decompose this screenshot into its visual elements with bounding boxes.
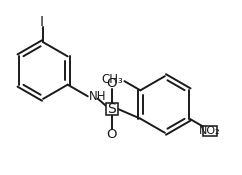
Text: O: O (106, 77, 117, 90)
Bar (106, 103, 118, 115)
Text: NH: NH (89, 90, 107, 103)
Text: CH₃: CH₃ (101, 73, 123, 86)
Text: S: S (107, 102, 116, 116)
Text: O: O (106, 128, 117, 141)
Text: I: I (40, 15, 44, 29)
Bar (203, 126, 217, 136)
Text: NO₂: NO₂ (199, 126, 221, 136)
